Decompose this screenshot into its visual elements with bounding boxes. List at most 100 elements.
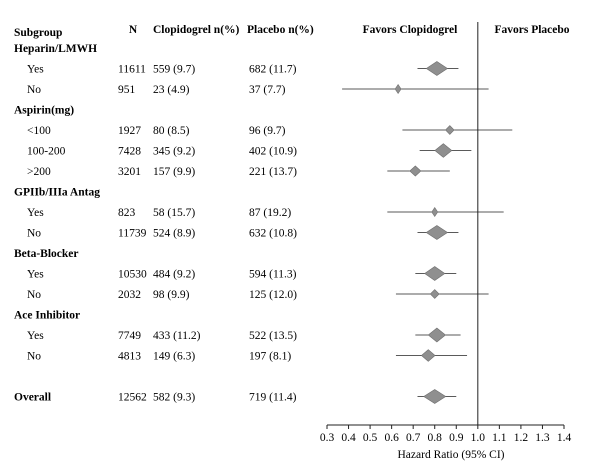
- x-tick-label: 1.4: [557, 432, 572, 444]
- row-n: 12562: [118, 392, 147, 404]
- x-tick-label: 0.9: [449, 432, 464, 444]
- row-n: 2032: [118, 289, 141, 301]
- table-row: Yes 7749 433 (11.2) 522 (13.5): [27, 330, 297, 342]
- row-clopidogrel: 345 (9.2): [153, 146, 195, 158]
- row-label: >200: [27, 166, 51, 178]
- hr-diamond: [423, 389, 447, 404]
- row-n: 7749: [118, 330, 141, 342]
- row-label: Yes: [27, 330, 44, 342]
- row-placebo: 719 (11.4): [249, 392, 297, 404]
- row-clopidogrel: 559 (9.7): [153, 64, 195, 76]
- row-n: 7428: [118, 146, 141, 158]
- row-n: 951: [118, 84, 136, 96]
- row-clopidogrel: 58 (15.7): [153, 207, 195, 219]
- row-clopidogrel: 149 (6.3): [153, 351, 195, 363]
- overall-label: Overall: [14, 392, 51, 404]
- table-row: 100-200 7428 345 (9.2) 402 (10.9): [27, 146, 297, 158]
- table-row: No 4813 149 (6.3) 197 (8.1): [27, 351, 291, 363]
- x-tick-label: 0.8: [428, 432, 443, 444]
- hr-diamond: [445, 125, 455, 135]
- row-placebo: 632 (10.8): [249, 228, 297, 240]
- overall-row: Overall 12562 582 (9.3) 719 (11.4): [14, 392, 297, 404]
- row-clopidogrel: 524 (8.9): [153, 228, 195, 240]
- row-n: 4813: [118, 351, 141, 363]
- x-tick-label: 0.3: [320, 432, 335, 444]
- row-clopidogrel: 582 (9.3): [153, 392, 195, 404]
- table-row: No 11739 524 (8.9) 632 (10.8): [27, 228, 297, 240]
- table-row: Yes 11611 559 (9.7) 682 (11.7): [27, 64, 297, 76]
- row-placebo: 221 (13.7): [249, 166, 297, 178]
- row-label: <100: [27, 125, 51, 137]
- row-clopidogrel: 433 (11.2): [153, 330, 201, 342]
- x-tick-label: 1.3: [535, 432, 550, 444]
- header-favors-placebo: Favors Placebo: [494, 24, 569, 36]
- row-n: 10530: [118, 269, 147, 281]
- hr-diamond: [434, 143, 453, 158]
- row-clopidogrel: 80 (8.5): [153, 125, 190, 137]
- hr-diamond: [425, 61, 449, 76]
- row-clopidogrel: 23 (4.9): [153, 84, 190, 96]
- hr-diamond: [420, 349, 436, 362]
- row-label: No: [27, 351, 41, 363]
- row-placebo: 96 (9.7): [249, 125, 286, 137]
- row-placebo: 402 (10.9): [249, 146, 297, 158]
- row-label: Yes: [27, 207, 44, 219]
- row-placebo: 37 (7.7): [249, 84, 286, 96]
- row-label: Yes: [27, 64, 44, 76]
- x-tick-label: 0.7: [406, 432, 421, 444]
- group-label: Heparin/LMWH: [14, 43, 97, 55]
- header-subgroup: Subgroup: [14, 27, 62, 39]
- hr-diamond: [424, 266, 446, 281]
- x-axis-label: Hazard Ratio (95% CI): [398, 449, 505, 461]
- hr-diamond: [431, 206, 439, 218]
- header-placebo: Placebo n(%): [247, 24, 314, 36]
- group-label: GPIIb/IIIa Antag: [14, 187, 100, 199]
- row-label: No: [27, 228, 41, 240]
- table-rows: Heparin/LMWH Yes 11611 559 (9.7) 682 (11.7) N…: [14, 43, 297, 404]
- x-tick-label: 0.6: [384, 432, 399, 444]
- x-tick-label: 1.2: [514, 432, 529, 444]
- group-label: Beta-Blocker: [14, 248, 79, 260]
- hr-diamond: [409, 165, 422, 177]
- row-placebo: 87 (19.2): [249, 207, 291, 219]
- row-label: No: [27, 289, 41, 301]
- row-clopidogrel: 157 (9.9): [153, 166, 195, 178]
- row-label: 100-200: [27, 146, 66, 158]
- header-favors-clopidogrel: Favors Clopidogrel: [363, 24, 458, 36]
- row-placebo: 197 (8.1): [249, 351, 291, 363]
- row-n: 11611: [118, 64, 146, 76]
- hr-diamond: [394, 83, 402, 95]
- table-row: >200 3201 157 (9.9) 221 (13.7): [27, 166, 297, 178]
- table-row: Yes 823 58 (15.7) 87 (19.2): [27, 207, 291, 219]
- row-placebo: 522 (13.5): [249, 330, 297, 342]
- group-label: Aspirin(mg): [14, 105, 74, 117]
- table-row: No 2032 98 (9.9) 125 (12.0): [27, 289, 297, 301]
- row-label: No: [27, 84, 41, 96]
- x-axis: 0.3 0.4 0.5 0.6 0.7 0.8 0.9 1.0 1.1 1.2 1.3 1.4: [320, 424, 572, 444]
- x-tick-label: 0.5: [363, 432, 378, 444]
- row-placebo: 594 (11.3): [249, 269, 297, 281]
- table-row: <100 1927 80 (8.5) 96 (9.7): [27, 125, 286, 137]
- group-label: Ace Inhibitor: [14, 310, 80, 322]
- row-n: 823: [118, 207, 136, 219]
- x-tick-label: 1.0: [471, 432, 486, 444]
- header-n: N: [129, 24, 138, 36]
- row-clopidogrel: 98 (9.9): [153, 289, 190, 301]
- hr-diamond: [425, 225, 449, 240]
- header-clopidogrel: Clopidogrel n(%): [153, 24, 240, 36]
- row-label: Yes: [27, 269, 44, 281]
- row-n: 3201: [118, 166, 141, 178]
- hr-diamond: [427, 327, 446, 343]
- row-n: 11739: [118, 228, 147, 240]
- row-placebo: 125 (12.0): [249, 289, 297, 301]
- table-row: No 951 23 (4.9) 37 (7.7): [27, 84, 286, 96]
- row-clopidogrel: 484 (9.2): [153, 269, 195, 281]
- row-placebo: 682 (11.7): [249, 64, 297, 76]
- row-n: 1927: [118, 125, 141, 137]
- hr-diamond: [429, 289, 440, 299]
- marks: [342, 22, 513, 425]
- table-row: Yes 10530 484 (9.2) 594 (11.3): [27, 269, 297, 281]
- x-tick-label: 0.4: [341, 432, 356, 444]
